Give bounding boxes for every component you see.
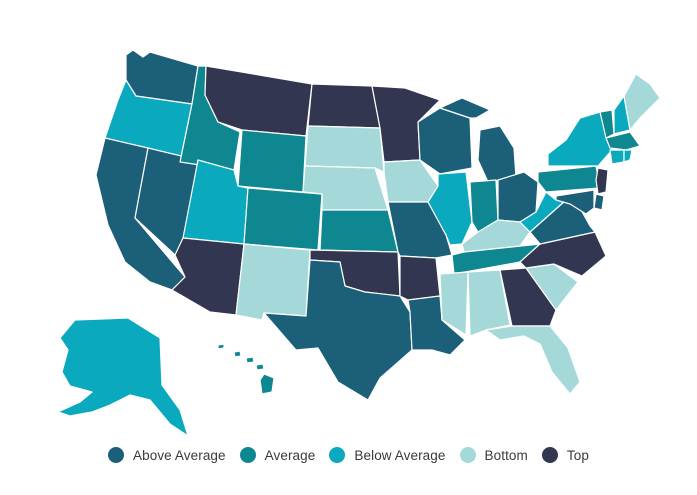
state-ms[interactable] xyxy=(439,271,469,336)
legend-label-bottom: Bottom xyxy=(484,447,528,463)
legend-item-top: Top xyxy=(541,447,589,463)
state-de[interactable] xyxy=(593,193,605,211)
state-fl[interactable] xyxy=(485,325,581,395)
state-nm[interactable] xyxy=(235,243,311,321)
state-wy[interactable] xyxy=(237,129,307,193)
state-wi[interactable] xyxy=(417,107,473,175)
legend-label-top: Top xyxy=(566,447,589,463)
state-ct[interactable] xyxy=(609,149,625,165)
legend-swatch-above xyxy=(108,447,125,463)
state-nj[interactable] xyxy=(595,167,609,195)
legend-item-bottom: Bottom xyxy=(459,447,528,463)
state-il[interactable] xyxy=(427,171,473,246)
legend: Above Average Average Below Average Bottom T… xyxy=(0,440,697,470)
state-sd[interactable] xyxy=(304,125,385,173)
state-mi-up[interactable] xyxy=(439,97,491,119)
state-ma[interactable] xyxy=(605,131,641,151)
legend-label-above: Above Average xyxy=(133,447,226,463)
state-ri[interactable] xyxy=(623,149,633,163)
us-state-map xyxy=(57,49,661,437)
state-pa[interactable] xyxy=(537,165,601,193)
state-md[interactable] xyxy=(555,189,595,215)
legend-swatch-bottom xyxy=(459,447,476,463)
state-wv[interactable] xyxy=(519,191,567,233)
state-ks[interactable] xyxy=(319,209,399,253)
state-me[interactable] xyxy=(623,73,661,131)
state-hi[interactable] xyxy=(217,343,275,395)
legend-swatch-below xyxy=(329,447,346,463)
legend-item-below: Below Average xyxy=(329,447,445,463)
legend-label-below: Below Average xyxy=(354,447,446,463)
state-ar[interactable] xyxy=(399,255,441,301)
legend-label-average: Average xyxy=(264,447,316,463)
state-mi[interactable] xyxy=(477,125,517,183)
legend-item-above: Above Average xyxy=(108,447,226,463)
state-ak[interactable] xyxy=(57,317,189,437)
state-al[interactable] xyxy=(467,269,511,337)
state-la[interactable] xyxy=(407,295,466,356)
state-tx[interactable] xyxy=(263,259,413,401)
state-ga[interactable] xyxy=(499,267,557,327)
state-co[interactable] xyxy=(243,187,323,251)
state-nd[interactable] xyxy=(307,83,381,129)
legend-swatch-average xyxy=(239,447,256,463)
legend-item-average: Average xyxy=(239,447,316,463)
legend-swatch-top xyxy=(541,447,558,463)
